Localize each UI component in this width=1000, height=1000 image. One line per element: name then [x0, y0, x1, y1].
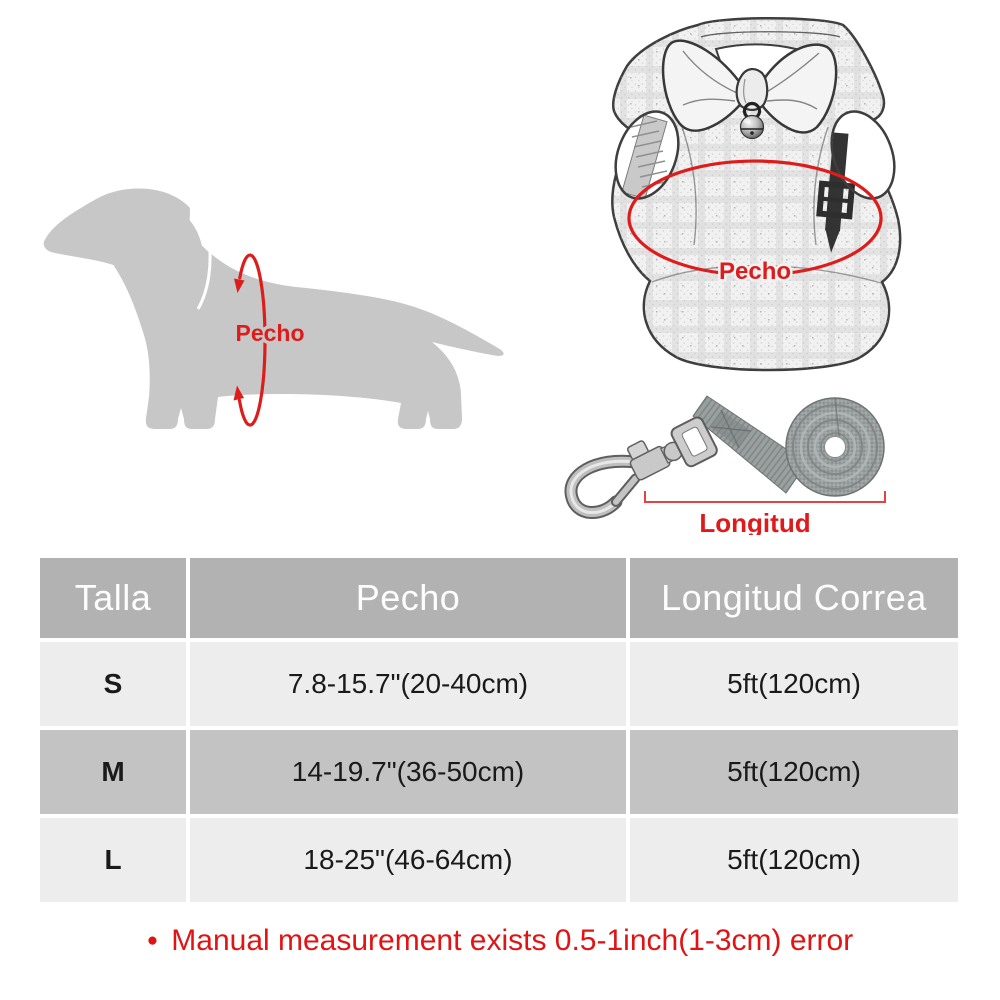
note-bullet-icon: ● [146, 930, 159, 951]
harness-girth-webbing-left [621, 114, 670, 200]
bow-icon [661, 39, 838, 134]
leash-length-label: Longitud [699, 508, 810, 535]
leash-length-value: 5ft(120cm) [628, 816, 958, 906]
harness-topband-seam [700, 31, 841, 38]
harness-buckle-strap [816, 132, 856, 253]
dog-ear-shape [169, 212, 205, 310]
harness-skirt-seam [651, 264, 882, 284]
harness-armhole-left-outline [614, 110, 680, 200]
table-row-l: L 18-25"(46-64cm) 5ft(120cm) [40, 816, 958, 906]
leash-length-value: 5ft(120cm) [628, 640, 958, 730]
chest-value: 14-19.7"(36-50cm) [188, 728, 630, 818]
leash-length-value: 5ft(120cm) [628, 728, 958, 818]
leash-snap-hook-icon [564, 416, 718, 520]
table-row-m: M 14-19.7"(36-50cm) 5ft(120cm) [40, 728, 958, 818]
harness-armhole-right [831, 111, 895, 199]
header-chest: Pecho [188, 558, 630, 642]
dog-ear-gap-line [196, 237, 212, 310]
table-row-s: S 7.8-15.7"(20-40cm) 5ft(120cm) [40, 640, 958, 730]
harness-chest-measure-ellipse [627, 159, 883, 275]
leash-stitching [710, 409, 752, 449]
dog-chest-measure-ellipse [237, 253, 267, 427]
size-table: Talla Pecho Longitud Correa S 7.8-15.7"(… [40, 558, 958, 906]
harness-chest-label: Pecho [719, 258, 791, 285]
dog-silhouette-illustration: Pecho [43, 188, 504, 429]
dog-body-shape [114, 230, 504, 429]
chest-value: 7.8-15.7"(20-40cm) [188, 640, 630, 730]
measure-arrow-bottom [233, 385, 244, 401]
bell-icon [739, 114, 765, 140]
length-measure-bracket [644, 491, 886, 503]
harness-illustration: Pecho [611, 17, 902, 372]
chest-value: 18-25"(46-64cm) [188, 816, 630, 906]
harness-armhole-right-outline [830, 110, 896, 200]
size-value: M [40, 728, 190, 818]
header-leash-length: Longitud Correa [628, 558, 958, 642]
leash-coil [785, 397, 885, 497]
size-table-header-row: Talla Pecho Longitud Correa [40, 558, 958, 642]
leash-illustration: Longitud [564, 395, 886, 535]
harness-chest-seam-left [681, 126, 697, 246]
size-value: S [40, 640, 190, 730]
measurement-note: ● Manual measurement exists 0.5-1inch(1-3… [0, 924, 1000, 958]
harness-chest-seam-right [813, 126, 829, 246]
measure-arrow-top [234, 278, 245, 293]
header-size: Talla [40, 558, 190, 642]
dog-chest-label: Pecho [235, 320, 304, 346]
size-value: L [40, 816, 190, 906]
note-text: Manual measurement exists 0.5-1inch(1-3c… [171, 924, 854, 957]
dog-head-shape [43, 188, 190, 310]
